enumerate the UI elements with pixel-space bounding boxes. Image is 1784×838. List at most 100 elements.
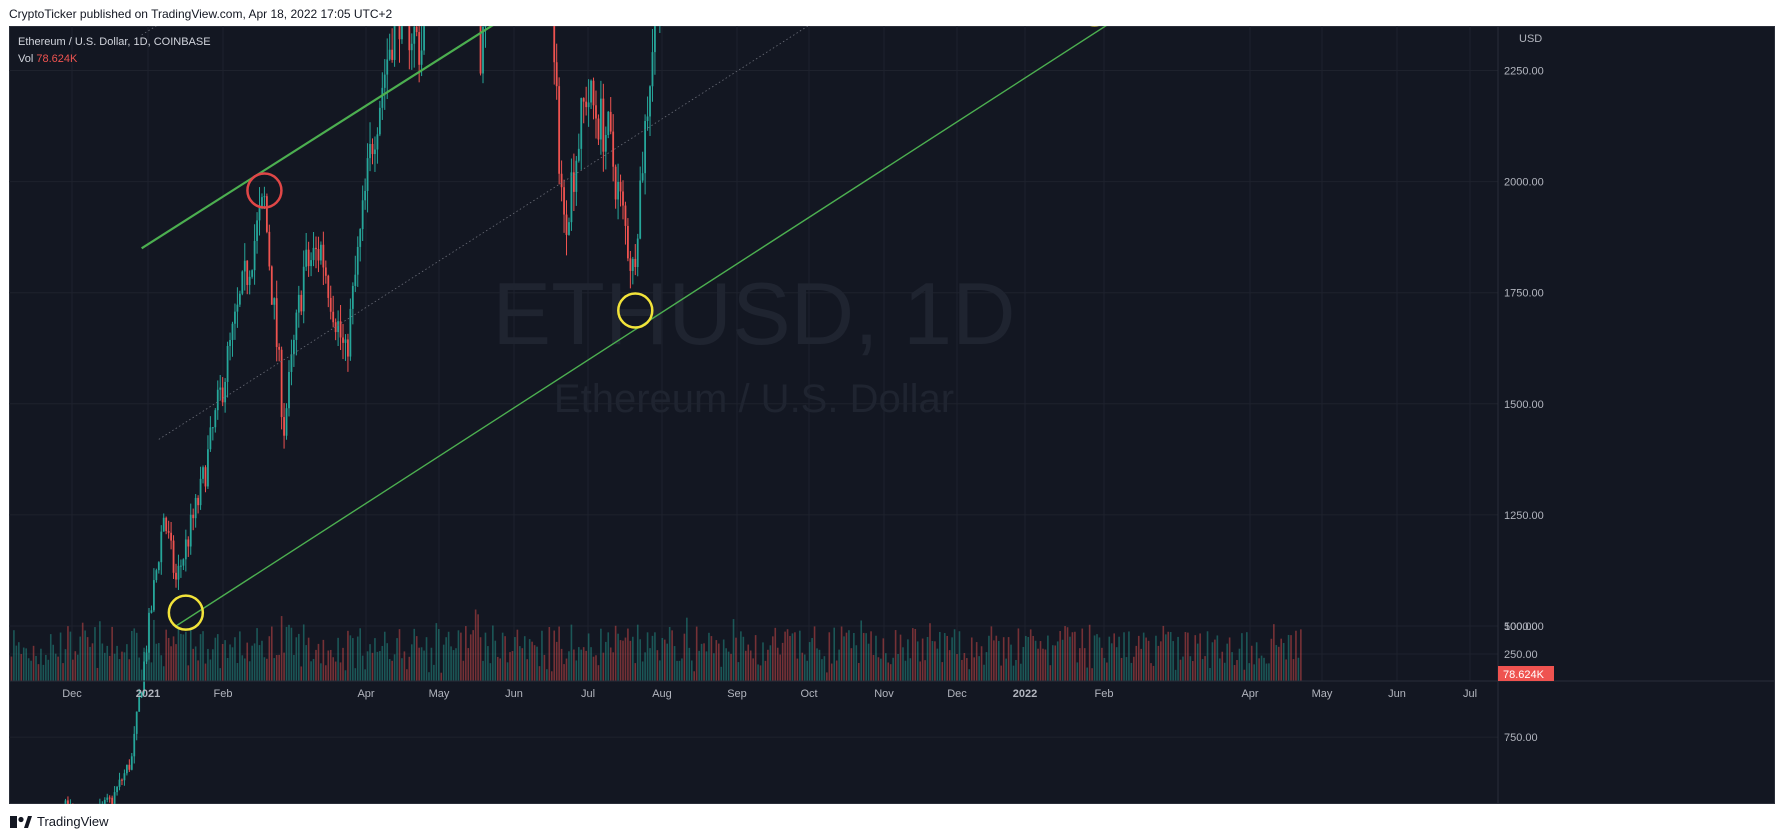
candle-body bbox=[577, 148, 580, 161]
volume-bar bbox=[312, 658, 315, 681]
volume-bar bbox=[909, 658, 912, 681]
volume-bar bbox=[973, 657, 976, 681]
volume-bar bbox=[84, 630, 86, 681]
volume-bar bbox=[597, 665, 600, 681]
candle-body bbox=[270, 266, 273, 305]
volume-bar bbox=[580, 649, 583, 681]
volume-bar bbox=[676, 660, 678, 681]
volume-bar bbox=[634, 663, 637, 681]
volume-bar bbox=[374, 638, 376, 681]
candle-body bbox=[401, 26, 403, 40]
volume-bar bbox=[204, 663, 207, 681]
time-tick-label: Jul bbox=[581, 688, 595, 700]
volume-bar bbox=[398, 629, 401, 681]
candle-body bbox=[654, 26, 656, 53]
volume-bar bbox=[1238, 648, 1241, 681]
candle-body bbox=[297, 294, 300, 313]
volume-bar bbox=[904, 660, 907, 681]
candle-body bbox=[261, 197, 263, 208]
volume-bar bbox=[1054, 645, 1057, 681]
volume-bar bbox=[570, 624, 573, 681]
volume-bar bbox=[96, 667, 99, 681]
volume-bar bbox=[349, 635, 352, 681]
time-tick-label: Nov bbox=[874, 688, 894, 700]
volume-bar bbox=[89, 646, 91, 681]
candle-body bbox=[231, 323, 234, 340]
volume-bar bbox=[646, 632, 649, 681]
symbol-title[interactable]: Ethereum / U.S. Dollar, 1D, COINBASE bbox=[18, 36, 211, 48]
volume-bar bbox=[1037, 648, 1039, 681]
volume-bar bbox=[1029, 629, 1032, 681]
volume-bar bbox=[415, 636, 418, 681]
volume-bar bbox=[816, 648, 818, 681]
volume-bar bbox=[369, 644, 371, 681]
volume-bar bbox=[258, 645, 261, 681]
volume-bar bbox=[978, 656, 980, 681]
volume-bar bbox=[290, 627, 293, 681]
volume-bar bbox=[924, 660, 926, 681]
volume-bar bbox=[661, 637, 664, 681]
volume-bar bbox=[403, 651, 406, 681]
volume-bar bbox=[381, 645, 384, 681]
volume-bar bbox=[212, 649, 214, 681]
candle-body bbox=[167, 531, 170, 533]
volume-bar bbox=[1174, 669, 1177, 681]
volume-bar bbox=[165, 629, 167, 681]
volume-bar bbox=[1194, 635, 1197, 681]
candle-body bbox=[216, 389, 219, 411]
price-tick-label: 2250.00 bbox=[1504, 66, 1544, 78]
volume-bar bbox=[302, 624, 305, 681]
price-chart[interactable]: ETHUSD, 1D Ethereum / U.S. Dollar 500.00 7… bbox=[9, 26, 1775, 804]
candle-body bbox=[155, 570, 158, 581]
volume-bar bbox=[789, 635, 791, 681]
volume-bar bbox=[1017, 628, 1020, 681]
volume-bar bbox=[469, 634, 472, 681]
volume-bar bbox=[1123, 632, 1125, 681]
volume-bar bbox=[406, 669, 408, 681]
volume-bar bbox=[393, 654, 396, 681]
candle-body bbox=[644, 121, 647, 174]
volume-bar bbox=[966, 658, 968, 681]
volume-bar bbox=[1120, 657, 1123, 681]
volume-bar bbox=[1273, 624, 1275, 681]
candle-body bbox=[248, 276, 251, 285]
volume-bar bbox=[523, 636, 526, 681]
volume-bar bbox=[396, 638, 398, 681]
volume-bar bbox=[219, 668, 222, 681]
volume-bar bbox=[516, 629, 519, 681]
volume-bar bbox=[1115, 647, 1118, 681]
volume-bar bbox=[1096, 634, 1098, 681]
volume-bar bbox=[1135, 645, 1138, 681]
tradingview-logo[interactable]: TradingView bbox=[10, 814, 109, 829]
candle-body bbox=[418, 32, 421, 65]
candle-body bbox=[143, 661, 145, 693]
volume-bar bbox=[72, 659, 74, 681]
volume-bar bbox=[821, 659, 823, 681]
time-tick-label: Apr bbox=[357, 688, 374, 700]
volume-bar bbox=[1140, 648, 1143, 681]
volume-bar bbox=[1145, 637, 1147, 681]
volume-bar bbox=[1280, 638, 1283, 681]
volume-bar bbox=[1258, 658, 1260, 681]
volume-bar bbox=[1061, 639, 1064, 681]
volume-bar bbox=[1130, 662, 1133, 681]
candle-body bbox=[582, 98, 585, 102]
candle-body bbox=[189, 514, 192, 547]
volume-bar bbox=[882, 638, 885, 681]
volume-bar bbox=[1292, 659, 1295, 681]
volume-bar bbox=[939, 631, 941, 681]
volume-bar bbox=[94, 627, 96, 681]
volume-bar bbox=[177, 626, 180, 681]
volume-bar bbox=[1228, 637, 1231, 681]
volume-bar bbox=[703, 643, 705, 681]
currency-label: USD bbox=[1519, 33, 1542, 45]
volume-bar bbox=[410, 644, 413, 681]
volume-bar bbox=[1150, 663, 1152, 681]
volume-bar bbox=[103, 652, 106, 681]
candle-body bbox=[651, 52, 654, 87]
publish-bar: CryptoTicker published on TradingView.co… bbox=[0, 0, 1784, 26]
candle-body bbox=[349, 308, 352, 357]
volume-bar bbox=[1260, 655, 1263, 681]
volume-bar bbox=[1221, 651, 1224, 681]
volume-bar bbox=[1216, 635, 1219, 681]
